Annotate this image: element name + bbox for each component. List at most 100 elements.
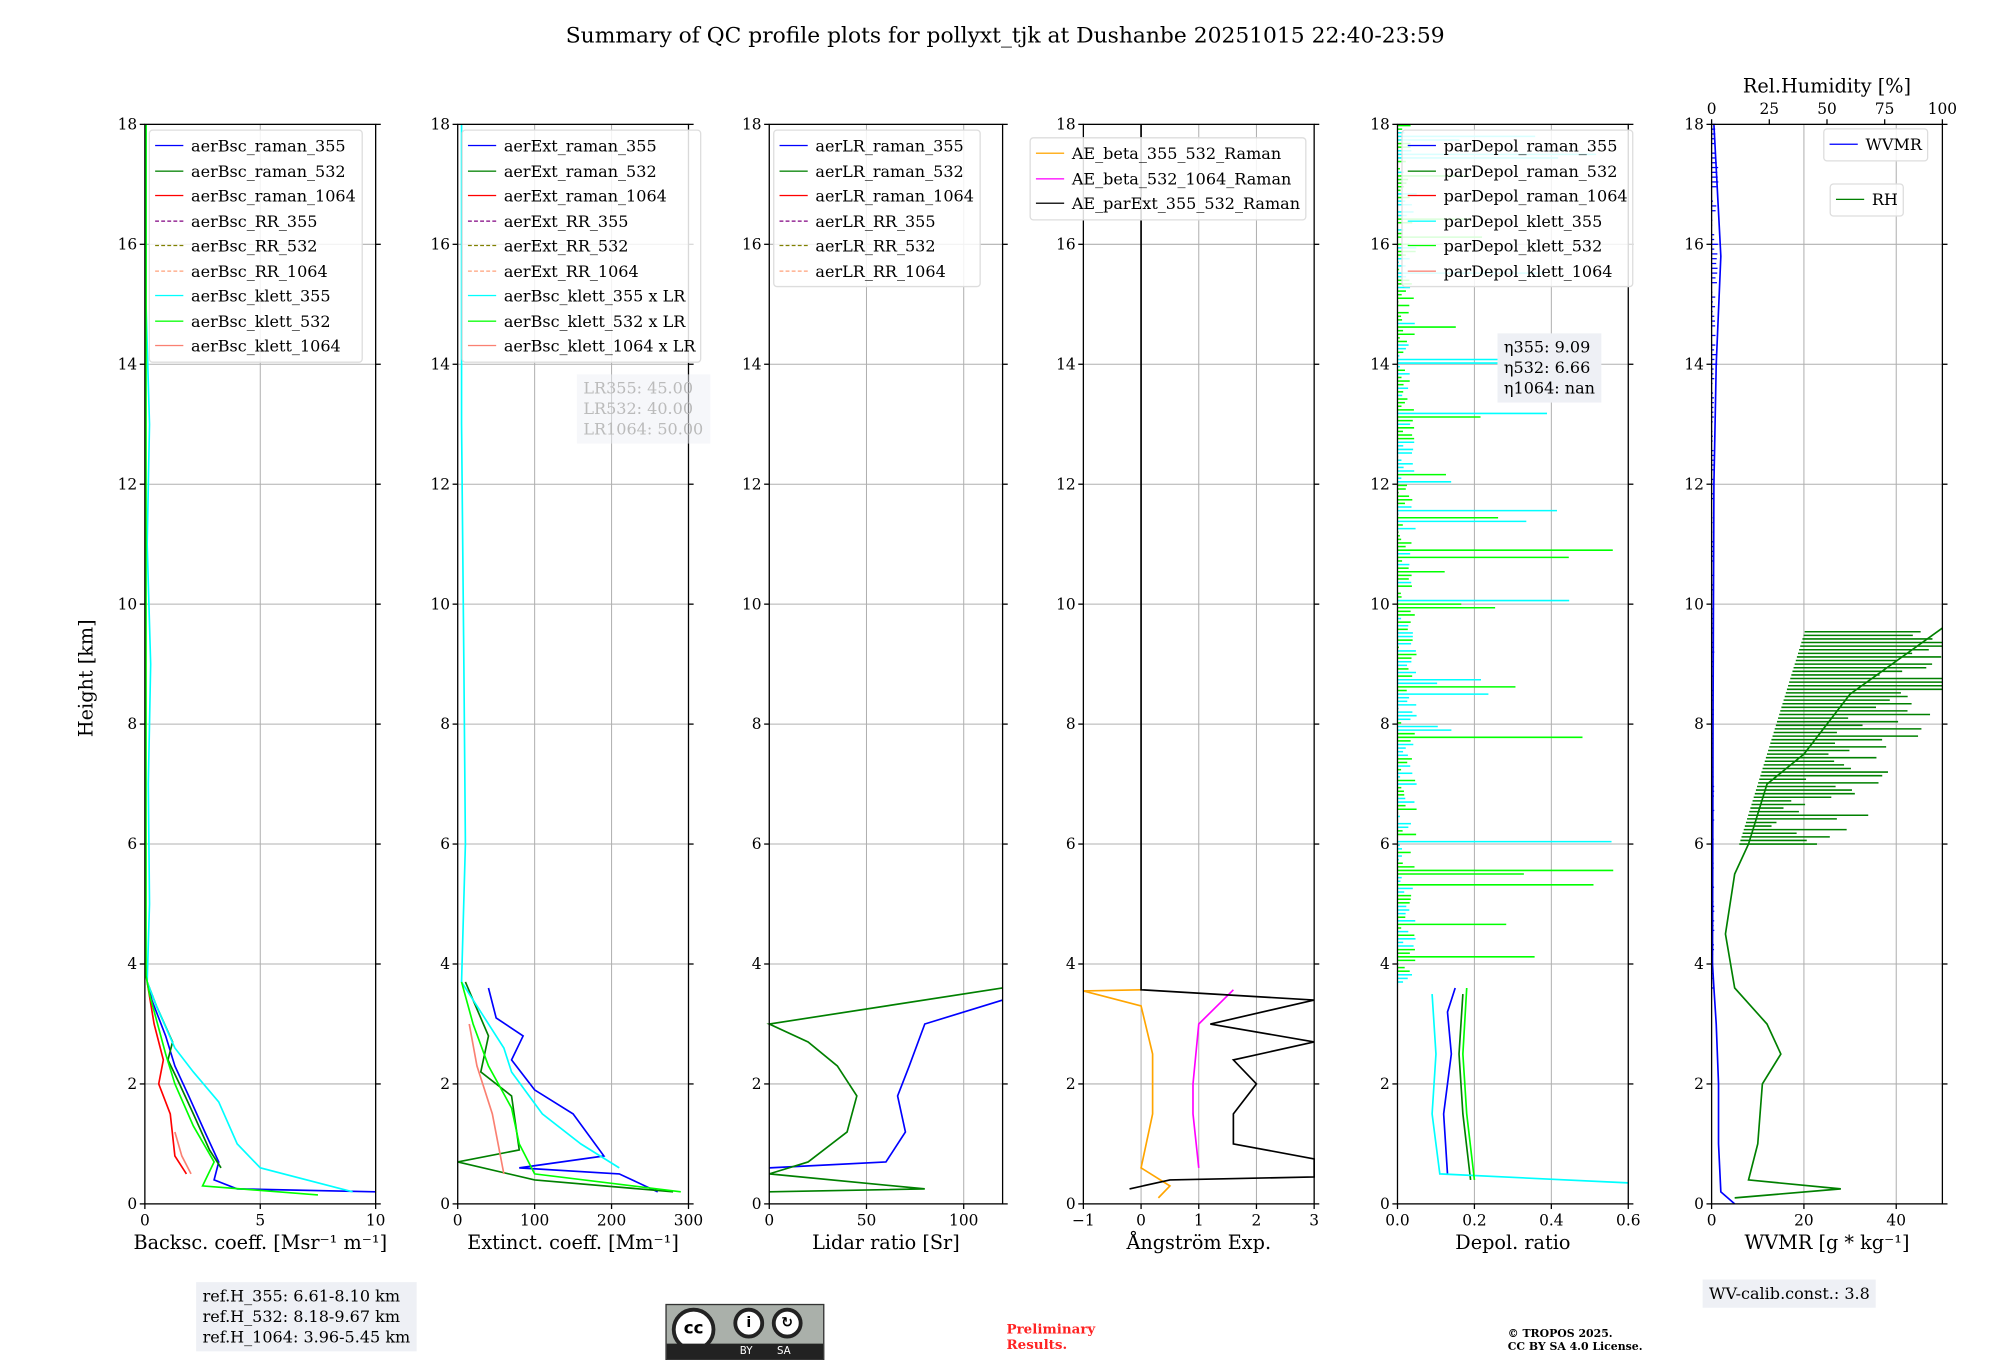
x-tick-label: 3 bbox=[1309, 1212, 1319, 1230]
legend-label: parDepol_klett_532 bbox=[1443, 235, 1603, 256]
series-AE_beta_355_532_Raman bbox=[1083, 988, 1172, 1199]
legend-label: parDepol_klett_355 bbox=[1443, 210, 1603, 231]
y-tick-label: 12 bbox=[430, 475, 450, 493]
legend-entry: aerBsc_RR_1064 bbox=[155, 258, 356, 283]
x-tick-label: −1 bbox=[1072, 1212, 1095, 1230]
y-tick-label: 12 bbox=[118, 475, 138, 493]
x-tick-label: 40 bbox=[1886, 1212, 1906, 1230]
legend-swatch bbox=[467, 245, 497, 247]
annotation-line: η1064: nan bbox=[1503, 378, 1595, 398]
legend-panel-3: aerLR_raman_355 aerLR_raman_532 aerLR_rama… bbox=[773, 129, 981, 288]
legend-swatch bbox=[467, 220, 497, 222]
legend-entry: aerBsc_klett_532 bbox=[155, 308, 356, 333]
legend-entry: AE_parExt_355_532_Raman bbox=[1035, 191, 1300, 216]
y-tick-label: 16 bbox=[1056, 235, 1076, 253]
y-tick-label: 18 bbox=[1370, 115, 1390, 133]
legend-swatch bbox=[1035, 177, 1065, 180]
y-tick-label: 14 bbox=[430, 355, 450, 373]
y-tick-label: 18 bbox=[1056, 115, 1076, 133]
legend-entry: aerBsc_klett_355 x LR bbox=[467, 283, 696, 308]
series-parDepol_klett_355 bbox=[1431, 993, 1629, 1184]
copyright-note: © TROPOS 2025. CC BY SA 4.0 License. bbox=[1508, 1328, 1643, 1354]
legend-label: parDepol_raman_532 bbox=[1443, 160, 1618, 181]
cc-by-sa-logo: cc i ↻ BY SA bbox=[665, 1303, 825, 1360]
legend-label: aerBsc_klett_1064 x LR bbox=[503, 335, 696, 356]
legend-swatch bbox=[1035, 202, 1065, 205]
legend-swatch bbox=[1035, 152, 1065, 155]
legend-entry: aerLR_raman_532 bbox=[779, 158, 974, 183]
legend-swatch bbox=[467, 145, 497, 147]
legend-swatch bbox=[779, 145, 808, 147]
y-tick-label: 4 bbox=[752, 955, 762, 973]
y-tick-label: 4 bbox=[1066, 955, 1076, 973]
lr-annotation-box: LR355: 45.00 LR532: 40.00 LR1064: 50.00 bbox=[576, 374, 710, 444]
wv-calib-box: WV-calib.const.: 3.8 bbox=[1702, 1279, 1877, 1308]
license-sa: SA bbox=[776, 1344, 791, 1357]
reference-height-box: ref.H_355: 6.61-8.10 km ref.H_532: 8.18-… bbox=[196, 1282, 417, 1352]
y-tick-label: 14 bbox=[1684, 355, 1704, 373]
series-aerLR_raman_355 bbox=[769, 999, 1003, 1169]
x-tick-label: 0 bbox=[764, 1212, 774, 1230]
legend-panel-5: parDepol_raman_355 parDepol_raman_532 parD… bbox=[1401, 129, 1635, 288]
legend-entry: aerBsc_raman_355 bbox=[155, 133, 356, 158]
top-x-tick-label: 25 bbox=[1760, 100, 1780, 118]
x-tick-label: 0.2 bbox=[1462, 1212, 1486, 1230]
y-tick-label: 2 bbox=[440, 1075, 450, 1093]
y-tick-label: 18 bbox=[1684, 115, 1704, 133]
y-tick-label: 6 bbox=[127, 835, 137, 853]
y-tick-label: 18 bbox=[118, 115, 138, 133]
legend-entry: aerLR_raman_355 bbox=[779, 133, 974, 158]
y-tick-label: 10 bbox=[430, 595, 450, 613]
panel-5: 0.0 0.2 0.4 0.6 0 2 4 6 8 10 12 14 16 18 bbox=[1370, 115, 1640, 1229]
legend-entry: AE_beta_355_532_Raman bbox=[1035, 141, 1300, 166]
legend-label: aerBsc_RR_355 bbox=[191, 210, 318, 231]
attribution-icon: i bbox=[733, 1307, 765, 1339]
series-aerExt_raman_532 bbox=[457, 981, 674, 1193]
legend-label: aerExt_raman_355 bbox=[503, 135, 657, 156]
legend-entry: aerLR_RR_532 bbox=[779, 233, 974, 258]
series-aerLR_raman_532 bbox=[766, 987, 1003, 1193]
legend-swatch bbox=[467, 295, 497, 297]
legend-label: aerExt_raman_1064 bbox=[503, 185, 667, 206]
refh-355: ref.H_355: 6.61-8.10 km bbox=[202, 1285, 401, 1306]
annotation-line: LR532: 40.00 bbox=[583, 398, 694, 418]
x-axis-label-5: Depol. ratio bbox=[1455, 1230, 1571, 1254]
legend-entry: aerLR_RR_1064 bbox=[779, 258, 974, 283]
legend-entry: aerExt_raman_1064 bbox=[467, 183, 696, 208]
y-tick-label: 12 bbox=[1370, 475, 1390, 493]
license-bar: BY SA bbox=[666, 1343, 824, 1360]
series-aerBsc_klett_532-x-LR bbox=[460, 981, 681, 1193]
depol-calibration-box: η355: 9.09 η532: 6.66 η1064: nan bbox=[1497, 333, 1602, 403]
legend-entry: aerBsc_RR_355 bbox=[155, 208, 356, 233]
y-tick-label: 16 bbox=[430, 235, 450, 253]
legend-entry: aerExt_RR_355 bbox=[467, 208, 696, 233]
y-tick-label: 6 bbox=[440, 835, 450, 853]
legend-entry: WVMR bbox=[1829, 132, 1922, 157]
y-tick-label: 14 bbox=[742, 355, 762, 373]
license-by: BY bbox=[739, 1344, 753, 1357]
legend-WVMR: WVMR bbox=[1823, 128, 1929, 161]
y-tick-label: 18 bbox=[742, 115, 762, 133]
x-tick-label: 0 bbox=[140, 1212, 150, 1230]
y-tick-label: 8 bbox=[1066, 715, 1076, 733]
x-tick-label: 200 bbox=[597, 1212, 626, 1230]
legend-swatch bbox=[467, 270, 497, 272]
legend-swatch bbox=[155, 220, 184, 222]
y-tick-label: 10 bbox=[1056, 595, 1076, 613]
x-axis-label-3: Lidar ratio [Sr] bbox=[812, 1230, 960, 1254]
y-tick-label: 0 bbox=[127, 1195, 137, 1213]
legend-swatch bbox=[155, 145, 184, 147]
legend-swatch bbox=[467, 195, 497, 197]
legend-label: AE_beta_532_1064_Raman bbox=[1071, 168, 1292, 188]
y-tick-label: 2 bbox=[1066, 1075, 1076, 1093]
y-tick-label: 10 bbox=[118, 595, 138, 613]
series-aerBsc_klett_532 bbox=[145, 124, 319, 1196]
x-tick-label: 1 bbox=[1194, 1212, 1204, 1230]
x-axis-label-6: WVMR [g * kg⁻¹] bbox=[1744, 1230, 1910, 1254]
panel-3: 0 50 100 0 2 4 6 8 10 12 14 16 18 bbox=[742, 115, 1008, 1230]
x-tick-label: 50 bbox=[857, 1212, 877, 1230]
annotation-line: η355: 9.09 bbox=[1503, 337, 1591, 357]
